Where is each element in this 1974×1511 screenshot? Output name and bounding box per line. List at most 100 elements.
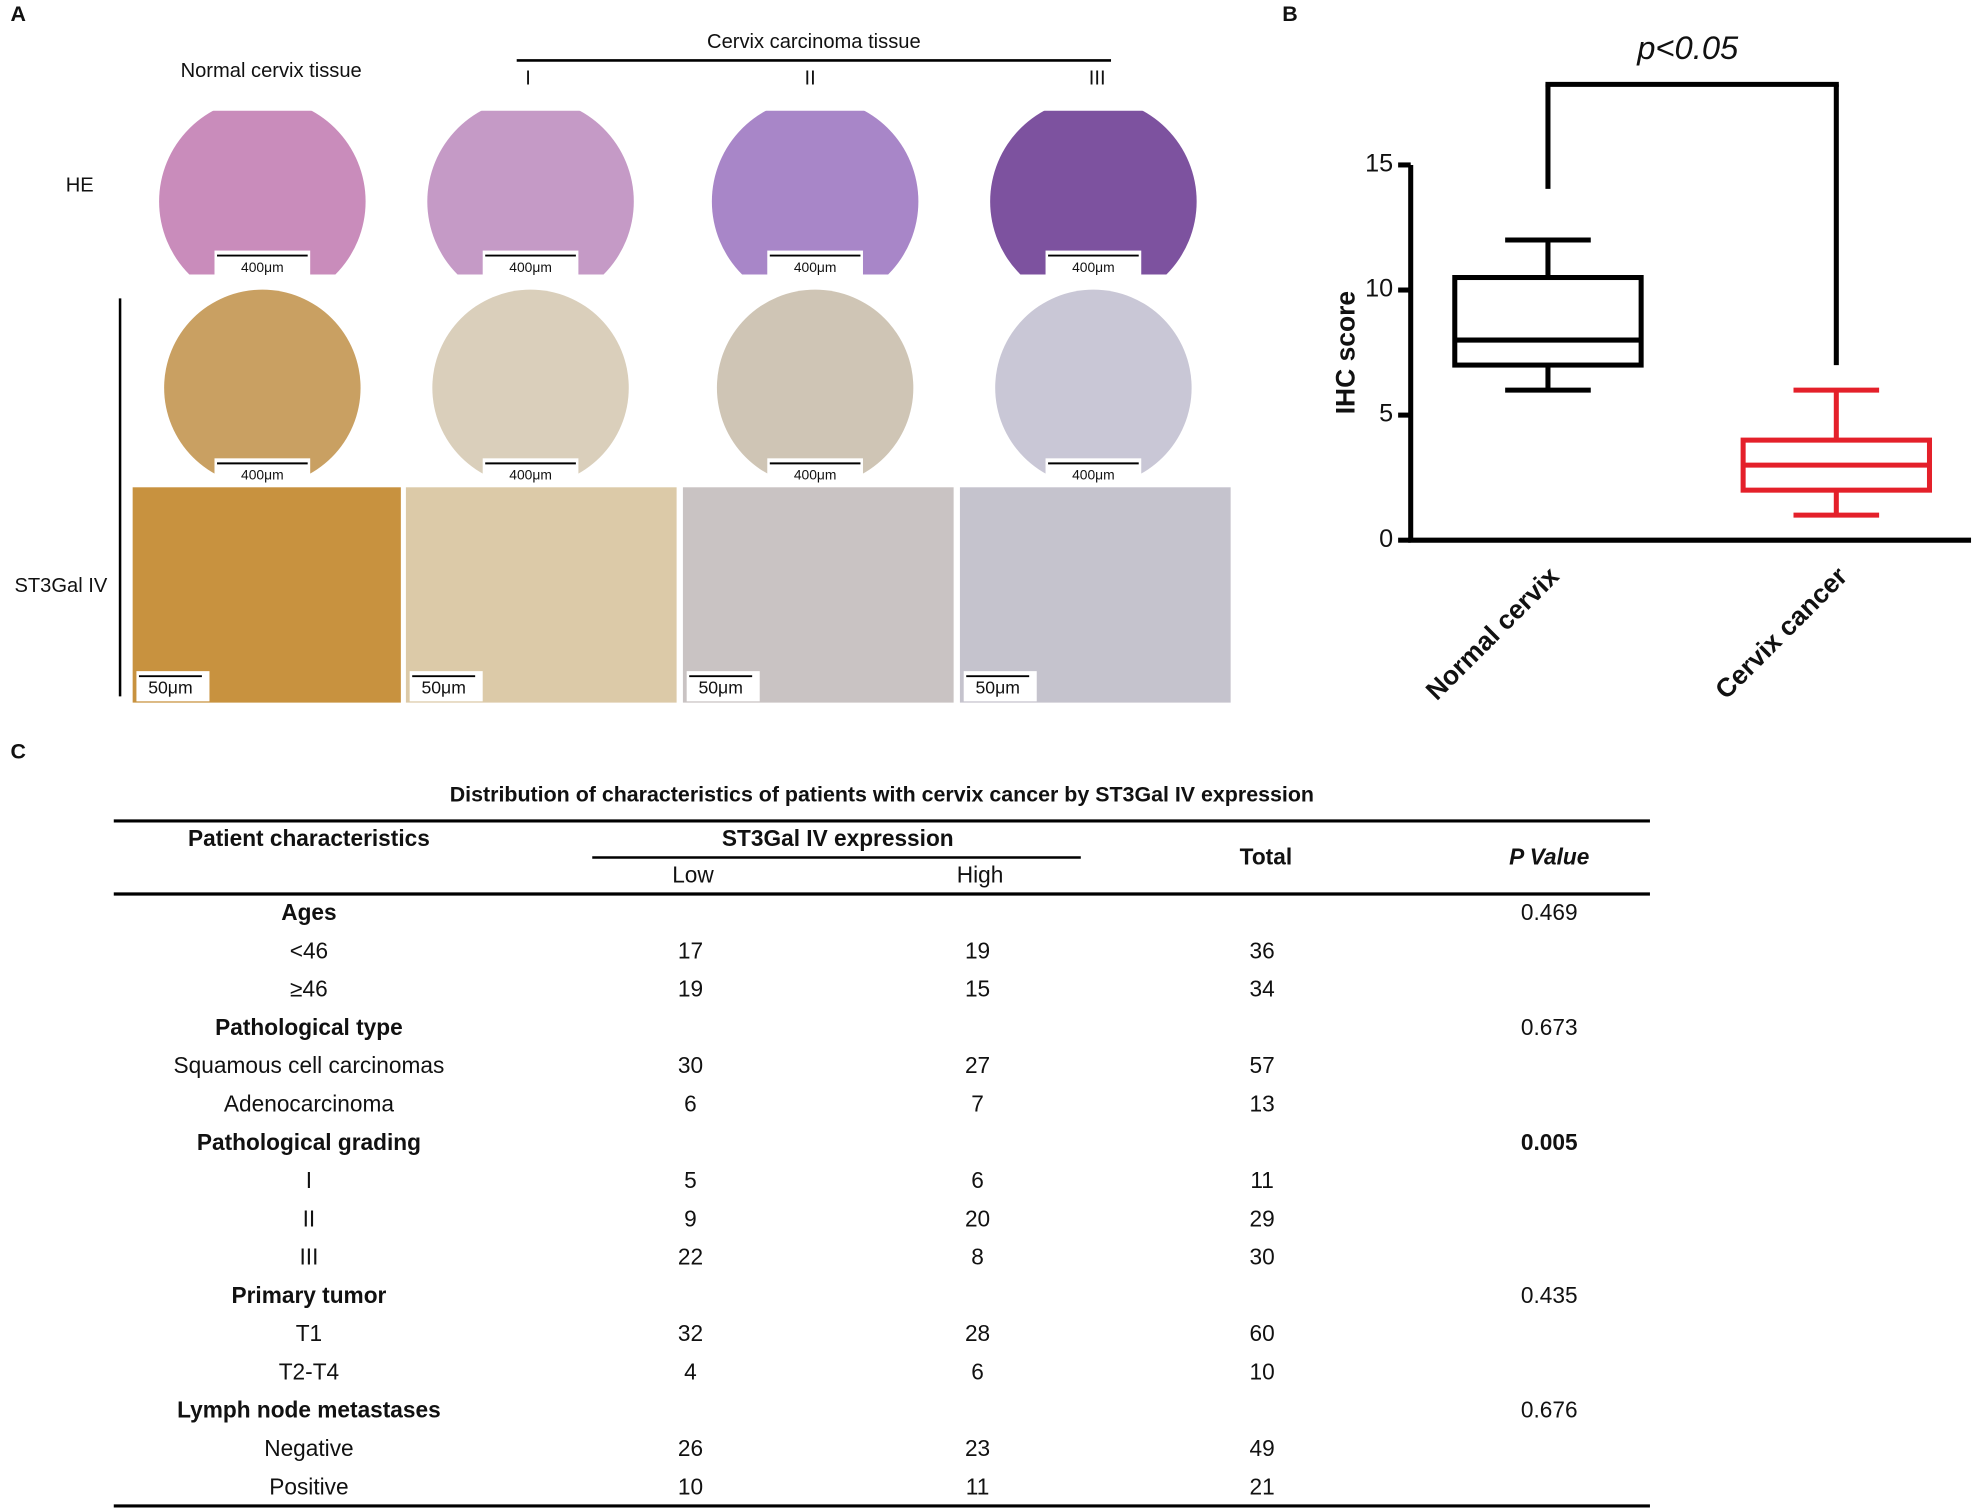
grade-label: I (525, 68, 531, 90)
grade-label: II (804, 68, 815, 90)
table-cell: 6 (684, 1091, 697, 1117)
row-label: ≥46 (290, 976, 328, 1002)
scale-label: 400μm (1072, 467, 1115, 483)
p-value: 0.435 (1521, 1282, 1578, 1308)
scale-label: 400μm (509, 259, 552, 275)
table-cell: 15 (965, 976, 990, 1002)
p-value: 0.005 (1521, 1129, 1578, 1155)
group-label: Primary tumor (232, 1282, 387, 1308)
table-cell: 57 (1250, 1052, 1275, 1078)
group-label: Pathological type (215, 1014, 403, 1040)
scale-label: 400μm (794, 259, 837, 275)
table-cell: 11 (966, 1473, 990, 1499)
table-cell: 60 (1250, 1320, 1275, 1346)
tissue-image (995, 289, 1192, 487)
panel-label: C (11, 740, 26, 764)
table-cell: 29 (1250, 1205, 1275, 1231)
scale-label: 50μm (975, 677, 1019, 697)
tissue-image (427, 110, 634, 275)
table-cell: 27 (965, 1052, 990, 1078)
table-cell: 19 (678, 976, 703, 1002)
column-header: ST3Gal IV expression (722, 825, 954, 851)
tissue-image (405, 487, 677, 703)
y-tick-label: 5 (1379, 400, 1393, 428)
p-value: 0.673 (1521, 1014, 1578, 1040)
table-cell: 32 (678, 1320, 703, 1346)
panel-label: B (1282, 2, 1297, 26)
table-cell: 36 (1250, 937, 1275, 963)
scale-label: 400μm (509, 467, 552, 483)
annotation: p<0.05 (1636, 29, 1739, 66)
row-label: Positive (269, 1473, 348, 1499)
x-tick-label: Normal cervix (1420, 561, 1565, 706)
scale-label: 50μm (698, 677, 742, 697)
group-label: Pathological grading (197, 1129, 421, 1155)
scale-label: 400μm (1072, 259, 1115, 275)
column-header: P Value (1509, 844, 1589, 870)
row-label: I (306, 1167, 312, 1193)
scale-label: 400μm (241, 259, 284, 275)
box (1452, 275, 1644, 368)
scale-label: 50μm (148, 677, 192, 697)
table-title: Distribution of characteristics of patie… (450, 782, 1314, 806)
y-axis-label: IHC score (1331, 291, 1361, 414)
group-label: Ages (281, 899, 336, 925)
table-cell: 30 (678, 1052, 703, 1078)
row-label: <46 (290, 937, 328, 963)
table-cell: 9 (684, 1205, 697, 1231)
tissue-image (990, 110, 1197, 275)
row-label: HE (66, 175, 94, 197)
tissue-image (132, 487, 401, 703)
table-cell: 21 (1250, 1473, 1275, 1499)
tissue-image (959, 487, 1231, 703)
tissue-image (711, 110, 919, 275)
column-title: Normal cervix tissue (181, 60, 362, 82)
table-cell: 20 (965, 1205, 990, 1231)
y-tick-label: 0 (1379, 525, 1393, 553)
scale-label: 50μm (421, 677, 465, 697)
tissue-image (716, 289, 914, 487)
table-cell: 23 (965, 1435, 990, 1461)
table-cell: 5 (684, 1167, 697, 1193)
table-cell: 7 (971, 1091, 984, 1117)
row-label: Negative (264, 1435, 353, 1461)
table-cell: 17 (678, 937, 703, 963)
row-label: III (299, 1244, 318, 1270)
table-cell: 30 (1250, 1244, 1275, 1270)
group-label: Lymph node metastases (177, 1397, 441, 1423)
column-header: High (957, 861, 1004, 887)
table-cell: 22 (678, 1244, 703, 1270)
column-header: Total (1240, 844, 1292, 870)
tissue-image (159, 110, 366, 275)
x-tick-label: Cervix cancer (1709, 561, 1853, 705)
p-value: 0.676 (1521, 1397, 1578, 1423)
column-header: Patient characteristics (188, 825, 430, 851)
row-label: Squamous cell carcinomas (174, 1052, 445, 1078)
column-title: Cervix carcinoma tissue (707, 31, 921, 53)
row-label: Adenocarcinoma (224, 1091, 394, 1117)
panel-label: A (11, 2, 26, 26)
row-label: T1 (296, 1320, 322, 1346)
table-cell: 10 (678, 1473, 703, 1499)
table-cell: 13 (1250, 1091, 1275, 1117)
table-cell: 49 (1250, 1435, 1275, 1461)
tissue-image (164, 289, 361, 487)
p-value: 0.469 (1521, 899, 1578, 925)
table-cell: 8 (971, 1244, 984, 1270)
grade-label: III (1089, 68, 1106, 90)
y-tick-label: 15 (1365, 150, 1393, 178)
row-label: ST3Gal IV (14, 575, 107, 597)
table-cell: 6 (971, 1358, 984, 1384)
he-images (159, 110, 1197, 275)
row-label: T2-T4 (279, 1358, 339, 1384)
column-header: Low (672, 861, 714, 887)
table-cell: 10 (1250, 1358, 1275, 1384)
row-label: II (303, 1205, 316, 1231)
table-cell: 6 (971, 1167, 984, 1193)
table-cell: 26 (678, 1435, 703, 1461)
table-cell: 28 (965, 1320, 990, 1346)
table-cell: 19 (965, 937, 990, 963)
table-cell: 11 (1250, 1167, 1274, 1193)
table-cell: 4 (684, 1358, 697, 1384)
